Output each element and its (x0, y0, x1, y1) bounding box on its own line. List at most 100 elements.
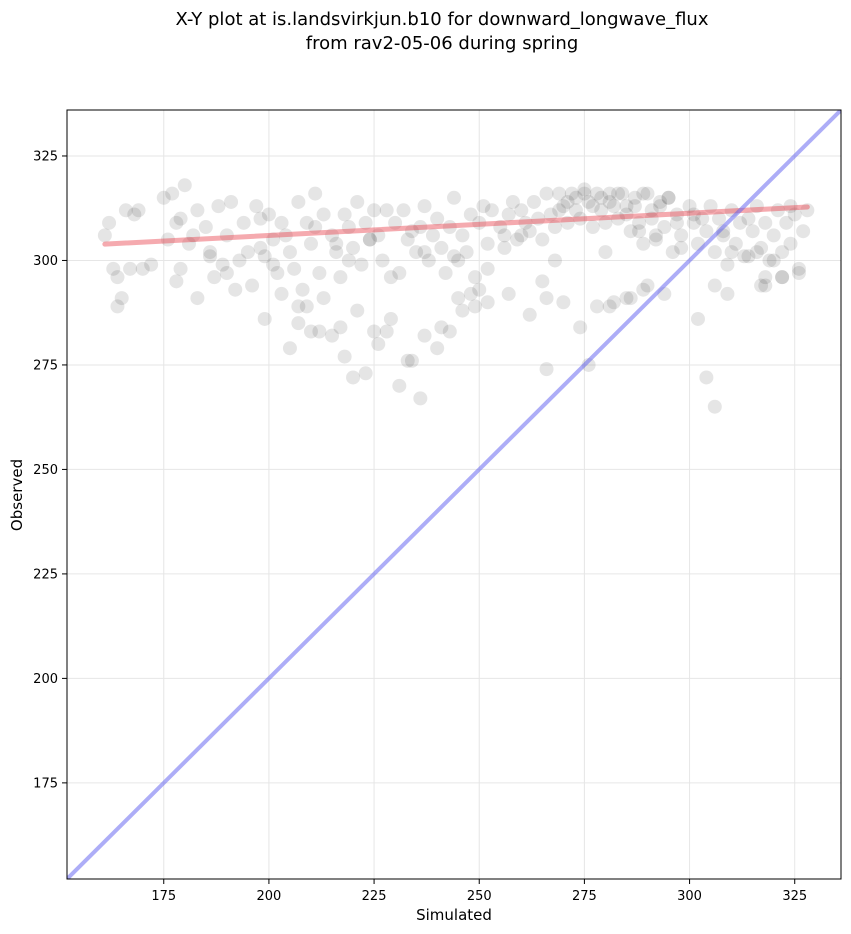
chart-title-line-2: from rav2-05-06 during spring (306, 33, 579, 54)
data-point (783, 199, 798, 214)
data-point (110, 270, 125, 285)
data-point (514, 228, 529, 243)
data-point (754, 240, 769, 255)
data-point (346, 240, 361, 255)
data-point (274, 286, 289, 301)
data-point (333, 270, 348, 285)
x-tick-label: 325 (782, 889, 807, 904)
data-point (430, 341, 445, 356)
data-point (703, 199, 718, 214)
data-point (695, 211, 710, 226)
y-tick-label: 275 (33, 358, 58, 373)
data-point (219, 228, 234, 243)
data-point (106, 261, 121, 276)
data-point (257, 249, 272, 264)
x-tick-label: 275 (572, 889, 597, 904)
data-point (447, 190, 461, 205)
data-point (775, 245, 790, 260)
data-point (455, 228, 470, 243)
data-point (619, 291, 634, 306)
data-point (573, 211, 588, 226)
data-point (236, 215, 251, 230)
data-point (594, 190, 609, 205)
y-tick-label: 200 (33, 672, 58, 687)
y-tick-label: 225 (33, 567, 58, 582)
data-point (459, 245, 474, 260)
data-point (770, 203, 785, 218)
data-point (480, 261, 495, 276)
data-point (497, 228, 512, 243)
x-tick-label: 300 (677, 889, 702, 904)
data-point (291, 299, 306, 314)
data-point (329, 245, 344, 260)
data-point (451, 291, 466, 306)
data-point (648, 232, 663, 247)
data-point (539, 186, 554, 201)
reference-lines (67, 110, 841, 879)
data-point (590, 186, 605, 201)
data-point (552, 203, 567, 218)
data-point (177, 178, 192, 193)
data-point (606, 199, 621, 214)
data-point (362, 232, 377, 247)
data-point (720, 257, 735, 272)
data-point (690, 311, 705, 326)
data-point (379, 324, 394, 339)
data-point (476, 199, 491, 214)
data-point (556, 199, 571, 214)
data-point (518, 215, 533, 230)
data-point (674, 228, 689, 243)
data-point (577, 186, 592, 201)
data-point (291, 194, 306, 209)
data-point (325, 328, 340, 343)
data-point (669, 215, 684, 230)
data-point (636, 186, 651, 201)
data-point (354, 257, 369, 272)
data-point (341, 220, 356, 235)
data-point (775, 270, 790, 285)
data-point (648, 228, 663, 243)
data-point (577, 182, 592, 197)
grid (67, 110, 841, 879)
data-point (190, 203, 205, 218)
data-point (749, 245, 764, 260)
data-point (442, 324, 457, 339)
data-point (627, 199, 642, 214)
data-point (758, 270, 773, 285)
data-point (127, 207, 142, 222)
data-point (602, 186, 617, 201)
data-point (573, 320, 588, 335)
data-point (371, 228, 386, 243)
data-point (560, 215, 575, 230)
data-point (350, 303, 365, 318)
data-point (590, 299, 605, 314)
data-point (232, 253, 247, 268)
data-point (497, 240, 512, 255)
data-point (367, 324, 382, 339)
data-point (535, 274, 550, 289)
data-point (430, 211, 445, 226)
data-point (707, 399, 722, 414)
data-point (749, 199, 764, 214)
data-point (737, 249, 752, 264)
data-point (556, 295, 571, 310)
x-tick-label: 175 (151, 889, 176, 904)
data-point (526, 194, 541, 209)
data-point (505, 194, 520, 209)
identity-line (67, 110, 841, 879)
data-point (253, 211, 268, 226)
data-point (640, 278, 655, 293)
data-point (249, 199, 264, 214)
data-point (169, 215, 184, 230)
data-point (552, 186, 567, 201)
data-point (417, 199, 432, 214)
data-point (484, 203, 499, 218)
data-point (510, 232, 525, 247)
data-point (434, 320, 449, 335)
x-axis-ticks: 175 200 225 250 275 300 325 (151, 879, 807, 904)
y-tick-label: 175 (33, 776, 58, 791)
data-point (674, 240, 689, 255)
data-point (421, 253, 436, 268)
data-point (442, 220, 457, 235)
data-point (640, 186, 655, 201)
